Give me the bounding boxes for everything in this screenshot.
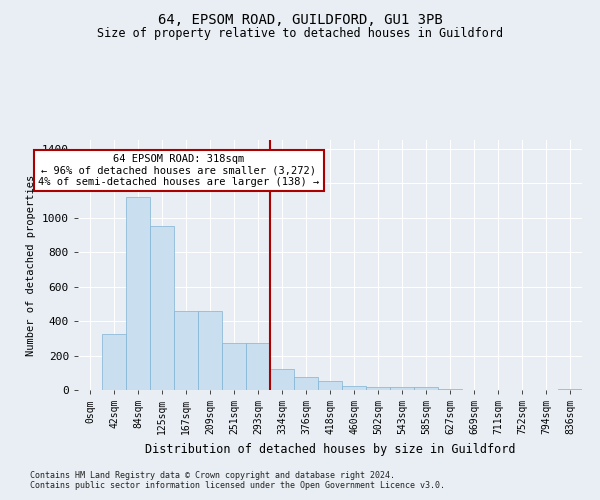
Bar — [294, 377, 318, 390]
Bar — [102, 334, 126, 390]
Bar — [174, 310, 198, 390]
Bar — [246, 342, 270, 390]
Text: 64 EPSOM ROAD: 318sqm
← 96% of detached houses are smaller (3,272)
4% of semi-de: 64 EPSOM ROAD: 318sqm ← 96% of detached … — [38, 154, 319, 187]
Bar — [126, 197, 150, 390]
Bar — [366, 386, 390, 390]
Y-axis label: Number of detached properties: Number of detached properties — [26, 174, 37, 356]
Text: Contains public sector information licensed under the Open Government Licence v3: Contains public sector information licen… — [30, 481, 445, 490]
Bar — [438, 389, 462, 390]
Bar — [150, 226, 174, 390]
Bar — [198, 310, 222, 390]
Bar — [558, 389, 582, 390]
Bar — [390, 386, 414, 390]
Bar — [270, 370, 294, 390]
X-axis label: Distribution of detached houses by size in Guildford: Distribution of detached houses by size … — [145, 442, 515, 456]
Text: 64, EPSOM ROAD, GUILDFORD, GU1 3PB: 64, EPSOM ROAD, GUILDFORD, GU1 3PB — [158, 12, 442, 26]
Bar — [414, 388, 438, 390]
Text: Size of property relative to detached houses in Guildford: Size of property relative to detached ho… — [97, 28, 503, 40]
Bar — [318, 382, 342, 390]
Bar — [342, 386, 366, 390]
Text: Contains HM Land Registry data © Crown copyright and database right 2024.: Contains HM Land Registry data © Crown c… — [30, 471, 395, 480]
Bar — [222, 342, 246, 390]
